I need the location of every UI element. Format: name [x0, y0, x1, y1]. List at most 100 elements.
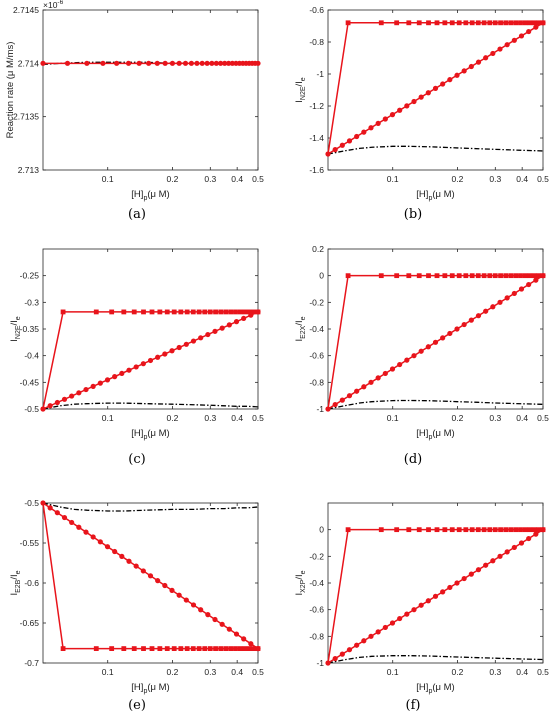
series-red-square	[442, 273, 448, 279]
series-red-point	[375, 629, 381, 635]
panel-caption: (d)	[404, 452, 422, 467]
series-red-point	[140, 568, 146, 574]
series-red-square	[394, 527, 400, 533]
series-red-square	[522, 20, 528, 26]
series-red-point	[40, 60, 46, 66]
series-red-point	[209, 60, 215, 66]
series-red-point	[146, 60, 152, 66]
series-red-point	[136, 60, 142, 66]
series-red-point	[176, 60, 182, 66]
series-red-point	[90, 383, 96, 389]
series-red-point	[368, 633, 374, 639]
panel-caption: (e)	[128, 698, 146, 713]
series-red-square	[196, 646, 202, 651]
series-red-point	[382, 116, 388, 122]
y-tick-label: -0.55	[20, 538, 40, 548]
x-tick-label: 0.4	[516, 174, 528, 184]
series-red-point	[490, 558, 496, 564]
series-red-square	[378, 20, 384, 26]
series-red-point	[119, 553, 125, 559]
series-red-point	[461, 68, 467, 74]
x-tick-label: 0.5	[252, 667, 264, 677]
series-red-point	[47, 403, 53, 409]
series-red-point	[241, 315, 247, 322]
series-red-square	[190, 309, 196, 315]
series-red-point	[64, 60, 71, 66]
series-red-point	[404, 103, 410, 109]
series-red-point	[533, 277, 539, 283]
series-red-point	[526, 281, 532, 288]
series-red-point	[212, 328, 218, 334]
panel-caption: (c)	[128, 452, 145, 467]
series-red-point	[199, 60, 205, 66]
series-red-square	[503, 527, 509, 533]
series-red-point	[411, 353, 417, 359]
x-tick-label: 0.1	[387, 667, 399, 677]
y-tick-label: -0.2	[309, 551, 324, 561]
series-red-point	[204, 60, 210, 66]
series-red-square	[442, 20, 448, 26]
series-red-square	[242, 646, 248, 651]
series-red-point	[147, 357, 154, 364]
series-red-point	[176, 344, 182, 351]
series-red-square	[498, 20, 503, 26]
series-red-point	[169, 60, 176, 66]
series-red-point	[490, 304, 496, 310]
series-red-point	[361, 384, 367, 390]
series-red-square	[406, 20, 412, 26]
series-red-point	[155, 578, 161, 584]
series-red-square	[536, 527, 542, 533]
y-axis-label: IE2X/Ie	[294, 316, 307, 341]
series-red-point	[454, 72, 460, 78]
series-red-point	[518, 33, 525, 39]
y-tick-label: -0.65	[20, 618, 40, 628]
series-red-square	[487, 20, 493, 26]
series-red-point	[475, 59, 482, 65]
series-red-square	[121, 646, 127, 651]
axes-box	[42, 9, 259, 171]
axis-exponent: ×10-6	[43, 0, 64, 10]
panel-a: 0.1 0.2 0.3 0.4 0.5 2.713 2.7135 2.714 2.7145 ×10…	[5, 0, 264, 222]
panel-f: 0.1 0.2 0.3 0.4 0.5 -1 -0.8 -0.6 -0.4 -0.2 0 [H]p(μ…	[294, 502, 549, 713]
series-red-square	[228, 309, 234, 315]
series-red-point	[212, 616, 218, 623]
series-red-point	[182, 60, 189, 66]
panel-caption: (a)	[128, 207, 146, 222]
series-red-point	[497, 46, 503, 52]
series-red-square	[513, 527, 519, 533]
series-red-point	[346, 138, 353, 144]
series-red-square	[508, 273, 514, 279]
series-red-square	[536, 20, 542, 26]
series-red-square	[508, 527, 514, 533]
y-tick-label: -0.4	[24, 351, 39, 361]
series-red-square	[178, 309, 184, 315]
series-red-point	[229, 60, 235, 66]
series-red-square	[218, 309, 224, 315]
series-red-point	[440, 335, 446, 341]
series-red-point	[119, 370, 125, 377]
series-red-square	[540, 527, 546, 533]
series-red-square	[518, 20, 523, 26]
series-red-square	[492, 273, 498, 279]
panel-caption: (b)	[404, 207, 422, 222]
series-red-square	[463, 527, 469, 533]
series-red-square	[255, 309, 261, 315]
series-red-square	[434, 20, 440, 26]
x-axis-label: [H]p(μ M)	[131, 189, 169, 202]
series-red-point	[205, 331, 211, 338]
y-axis-label: IX2P/Ie	[294, 570, 307, 595]
y-tick-label: 0	[319, 271, 324, 281]
x-tick-label: 0.3	[489, 174, 501, 184]
series-red-square	[456, 273, 462, 279]
y-tick-label: -0.25	[20, 271, 40, 281]
series-red-point	[183, 341, 189, 347]
series-red-point	[533, 24, 539, 30]
series-red-square	[540, 273, 546, 279]
series-red-square	[513, 273, 519, 279]
series-red-point	[468, 317, 474, 323]
series-red-square	[149, 646, 155, 651]
series-red-square	[207, 646, 213, 651]
series-red-point	[440, 589, 446, 595]
series-red-point	[432, 339, 439, 345]
